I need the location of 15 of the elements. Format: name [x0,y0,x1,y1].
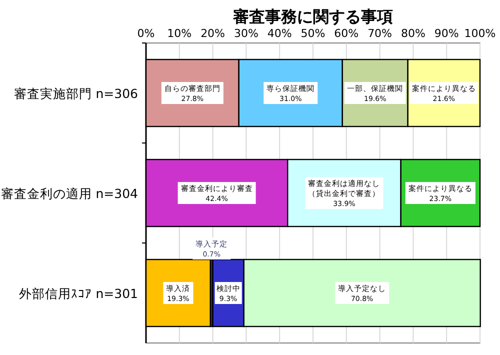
x-tick-label: 30% [234,27,258,40]
x-tick-label: 50% [300,27,326,40]
x-tick-label: 40% [267,27,292,40]
x-tick-label: 80% [400,27,426,40]
x-tick-label: 60% [334,27,359,40]
x-tick-label: 10% [167,27,192,40]
y-tick-label: 審査金利の適用 n=304 [0,186,138,201]
x-tick-label: 0% [137,27,155,40]
x-tick-label: 100% [464,27,496,40]
x-tick-label: 90% [434,27,459,40]
y-tick-label: 審査実施部門 n=306 [14,86,138,101]
x-tick-label: 70% [368,27,392,40]
y-tick-label: 外部信用ｽｺｱ n=301 [18,286,138,301]
x-tick-label: 20% [200,27,226,40]
chart-title: 審査事務に関する事項 [232,7,393,26]
